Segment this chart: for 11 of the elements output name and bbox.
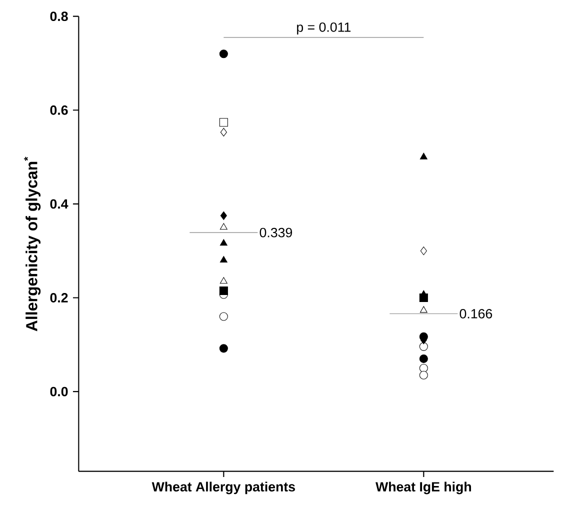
annotation: p = 0.011 xyxy=(297,22,351,35)
y-tick-label: 0.0 xyxy=(50,386,68,396)
x-tick-label: Wheat IgE high xyxy=(376,482,471,494)
y-tick-label: 0.6 xyxy=(50,105,68,115)
y-tick-label: 0.8 xyxy=(50,12,68,22)
annotation: 0.339 xyxy=(260,228,292,238)
y-tick-label: 0.2 xyxy=(50,293,68,302)
x-tick-label: Wheat Allergy patients xyxy=(152,482,295,494)
y-tick-label: 0.4 xyxy=(50,199,68,209)
y-axis-title: Allergenicity of glycan$^{*}$ xyxy=(24,156,41,332)
annotation: 0.166 xyxy=(460,309,492,318)
